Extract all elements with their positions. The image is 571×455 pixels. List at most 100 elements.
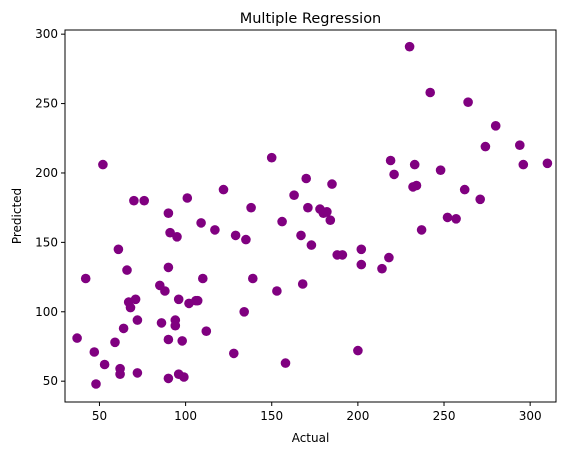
scatter-point — [451, 214, 461, 224]
y-tick-label: 100 — [35, 305, 58, 319]
x-tick-label: 200 — [346, 409, 369, 423]
scatter-point — [463, 97, 473, 107]
scatter-point — [289, 190, 299, 200]
scatter-point — [353, 345, 363, 356]
scatter-point — [72, 333, 82, 343]
scatter-point — [356, 259, 367, 270]
scatter-point — [230, 230, 241, 241]
scatter-point — [118, 323, 129, 334]
y-tick-label: 300 — [35, 27, 58, 41]
scatter-point — [179, 372, 189, 382]
scatter-point — [132, 315, 143, 325]
scatter-point — [248, 273, 258, 284]
scatter-point — [459, 184, 470, 195]
y-axis-label: Predicted — [10, 188, 24, 244]
scatter-point — [409, 159, 420, 170]
scatter-point — [80, 273, 91, 284]
scatter-point — [325, 215, 336, 225]
scatter-point — [139, 195, 149, 206]
chart-title: Multiple Regression — [240, 11, 382, 27]
scatter-point — [229, 348, 239, 359]
scatter-point — [91, 379, 101, 389]
scatter-point — [389, 169, 399, 180]
scatter-point — [113, 244, 124, 255]
x-axis-ticks: 50 100 150 200 250 300 — [92, 402, 542, 423]
y-tick-label: 200 — [35, 166, 58, 180]
scatter-point — [301, 173, 312, 184]
scatter-point — [404, 41, 415, 52]
y-tick-label: 150 — [35, 235, 58, 249]
scatter-point — [165, 227, 175, 238]
scatter-point — [515, 140, 525, 150]
scatter-point — [163, 334, 174, 345]
y-tick-label: 50 — [43, 374, 58, 388]
scatter-point — [280, 358, 291, 368]
scatter-point — [306, 240, 317, 250]
scatter-point — [377, 263, 387, 274]
scatter-point — [132, 368, 143, 378]
scatter-point — [272, 286, 282, 296]
scatter-point — [201, 326, 212, 337]
scatter-point — [296, 230, 306, 241]
scatter-point — [122, 265, 132, 275]
scatter-point — [356, 244, 367, 255]
scatter-point — [170, 320, 181, 331]
scatter-point — [475, 194, 486, 205]
scatter-point — [246, 202, 256, 213]
x-tick-label: 150 — [260, 409, 283, 423]
scatter-point — [125, 302, 136, 313]
scatter-point — [177, 336, 187, 346]
scatter-point — [442, 212, 453, 223]
scatter-point — [337, 250, 348, 260]
scatter-point — [99, 359, 110, 370]
scatter-point — [198, 273, 208, 284]
scatter-point — [163, 208, 174, 218]
scatter-point — [163, 262, 174, 273]
scatter-point — [416, 225, 427, 235]
scatter-point — [129, 195, 139, 206]
x-tick-label: 100 — [174, 409, 197, 423]
scatter-point — [156, 318, 167, 328]
scatter-point — [239, 307, 249, 317]
scatter-point — [110, 337, 120, 348]
scatter-point — [130, 294, 141, 305]
scatter-point — [98, 159, 108, 170]
scatter-point — [385, 155, 396, 166]
x-tick-label: 250 — [433, 409, 456, 423]
scatter-point — [241, 234, 251, 245]
x-tick-label: 50 — [92, 409, 107, 423]
scatter-point — [327, 179, 337, 189]
scatter-point — [163, 373, 174, 384]
scatter-point — [266, 152, 277, 163]
plot-frame — [64, 29, 557, 403]
scatter-point — [277, 216, 287, 227]
x-tick-label: 300 — [519, 409, 542, 423]
scatter-point — [411, 180, 422, 191]
scatter-point — [218, 184, 229, 195]
scatter-points — [72, 41, 553, 389]
scatter-point — [435, 165, 446, 175]
scatter-point — [196, 218, 206, 228]
scatter-point — [182, 193, 193, 203]
scatter-point — [210, 225, 220, 235]
scatter-point — [160, 286, 170, 296]
y-axis-ticks: 50 100 150 200 250 300 — [35, 27, 65, 388]
scatter-point — [425, 87, 436, 98]
scatter-point — [192, 295, 203, 306]
scatter-point — [322, 207, 332, 217]
scatter-point — [115, 363, 125, 374]
scatter-point — [172, 232, 182, 242]
scatter-point — [480, 141, 491, 152]
scatter-point — [303, 202, 313, 213]
scatter-point — [384, 252, 394, 263]
scatter-point — [297, 279, 308, 289]
scatter-point — [89, 347, 100, 357]
scatter-point — [173, 294, 184, 305]
y-tick-label: 250 — [35, 97, 58, 111]
scatter-point — [518, 159, 529, 170]
scatter-point — [542, 158, 553, 169]
x-axis-label: Actual — [292, 431, 330, 445]
scatter-point — [490, 121, 501, 131]
